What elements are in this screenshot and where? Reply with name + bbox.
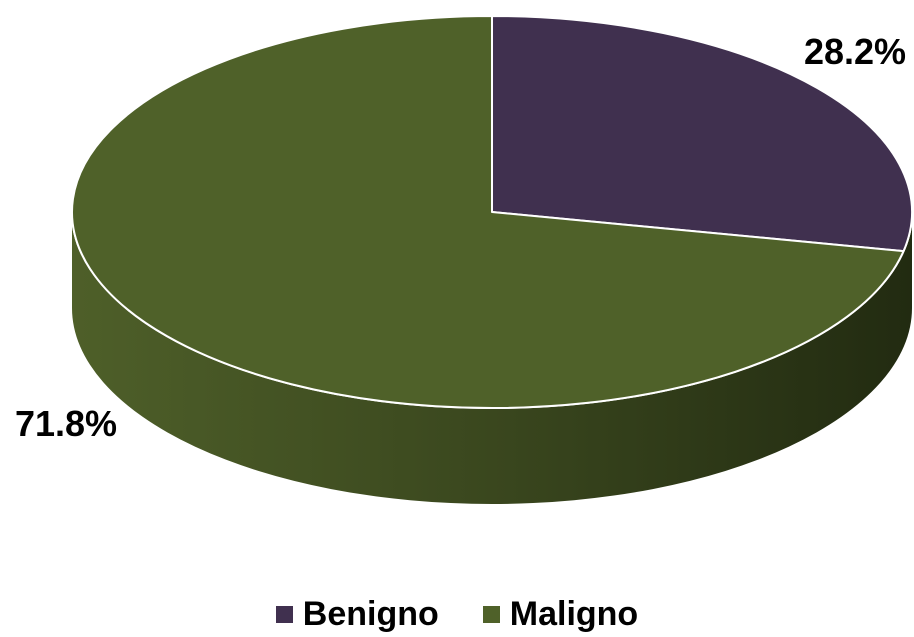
pie-top-face bbox=[71, 15, 913, 409]
legend-swatch-maligno bbox=[482, 605, 500, 623]
legend: Benigno Maligno bbox=[0, 592, 914, 636]
pie-slice-maligno[interactable] bbox=[71, 15, 905, 409]
legend-item-benigno[interactable]: Benigno bbox=[275, 595, 439, 633]
data-label-maligno: 71.8% bbox=[15, 403, 117, 444]
data-label-benigno: 28.2% bbox=[804, 31, 906, 72]
legend-swatch-benigno bbox=[275, 605, 293, 623]
pie-side-maligno bbox=[72, 212, 912, 504]
legend-label-benigno: Benigno bbox=[302, 595, 439, 633]
pie-chart: 28.2% 71.8% bbox=[15, 15, 913, 504]
pie-slice-benigno[interactable] bbox=[491, 15, 913, 253]
legend-label-maligno: Maligno bbox=[509, 595, 639, 633]
pie-data-labels: 28.2% 71.8% bbox=[15, 31, 906, 444]
legend-item-maligno[interactable]: Maligno bbox=[482, 595, 639, 633]
